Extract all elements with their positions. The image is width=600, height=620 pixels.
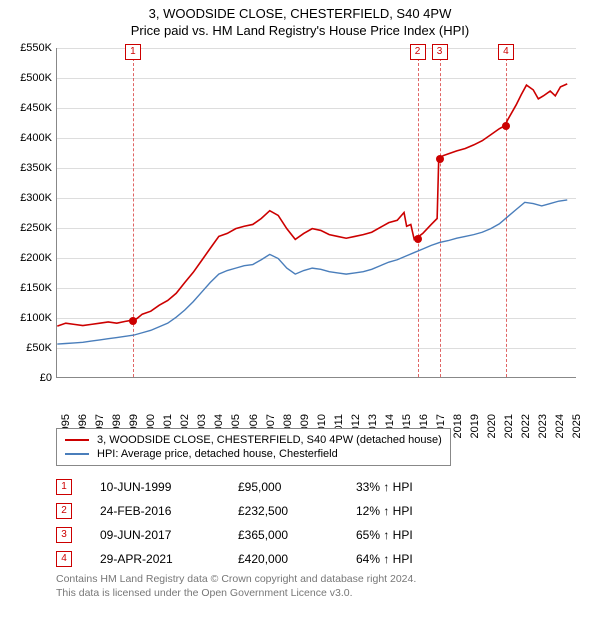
y-tick-label: £250K bbox=[4, 222, 52, 234]
marker-flag-1: 1 bbox=[125, 44, 141, 60]
tx-pct: 65% ↑ HPI bbox=[356, 528, 446, 542]
transaction-row: 4 29-APR-2021 £420,000 64% ↑ HPI bbox=[56, 547, 446, 571]
x-tick-label: 2021 bbox=[503, 414, 515, 438]
x-tick-label: 2024 bbox=[554, 414, 566, 438]
tx-date: 29-APR-2021 bbox=[100, 552, 210, 566]
marker-dot-4 bbox=[502, 122, 510, 130]
x-tick-label: 2023 bbox=[537, 414, 549, 438]
marker-flag-4: 4 bbox=[498, 44, 514, 60]
chart-plot-area: 1234 bbox=[56, 48, 576, 378]
y-tick-label: £0 bbox=[4, 372, 52, 384]
marker-flag-2: 2 bbox=[410, 44, 426, 60]
marker-flag-3: 3 bbox=[432, 44, 448, 60]
footer-line-1: Contains HM Land Registry data © Crown c… bbox=[56, 572, 416, 586]
tx-index: 3 bbox=[56, 527, 72, 543]
title-block: 3, WOODSIDE CLOSE, CHESTERFIELD, S40 4PW… bbox=[0, 0, 600, 38]
transactions-table: 1 10-JUN-1999 £95,000 33% ↑ HPI 2 24-FEB-2016… bbox=[56, 475, 446, 571]
x-tick-label: 2018 bbox=[452, 414, 464, 438]
x-tick-label: 2019 bbox=[469, 414, 481, 438]
tx-pct: 33% ↑ HPI bbox=[356, 480, 446, 494]
tx-price: £232,500 bbox=[238, 504, 328, 518]
legend-item-hpi: HPI: Average price, detached house, Ches… bbox=[65, 447, 442, 461]
legend-label: HPI: Average price, detached house, Ches… bbox=[97, 448, 338, 460]
tx-index: 2 bbox=[56, 503, 72, 519]
marker-dot-1 bbox=[129, 317, 137, 325]
y-tick-label: £50K bbox=[4, 342, 52, 354]
marker-dot-2 bbox=[414, 235, 422, 243]
legend-item-property: 3, WOODSIDE CLOSE, CHESTERFIELD, S40 4PW… bbox=[65, 433, 442, 447]
tx-date: 10-JUN-1999 bbox=[100, 480, 210, 494]
transaction-row: 2 24-FEB-2016 £232,500 12% ↑ HPI bbox=[56, 499, 446, 523]
tx-price: £365,000 bbox=[238, 528, 328, 542]
tx-price: £420,000 bbox=[238, 552, 328, 566]
tx-price: £95,000 bbox=[238, 480, 328, 494]
tx-index: 4 bbox=[56, 551, 72, 567]
marker-dot-3 bbox=[436, 155, 444, 163]
series-property bbox=[57, 84, 567, 326]
tx-pct: 64% ↑ HPI bbox=[356, 552, 446, 566]
transaction-row: 3 09-JUN-2017 £365,000 65% ↑ HPI bbox=[56, 523, 446, 547]
y-tick-label: £450K bbox=[4, 102, 52, 114]
y-tick-label: £550K bbox=[4, 42, 52, 54]
tx-date: 09-JUN-2017 bbox=[100, 528, 210, 542]
legend-label: 3, WOODSIDE CLOSE, CHESTERFIELD, S40 4PW… bbox=[97, 434, 442, 446]
tx-index: 1 bbox=[56, 479, 72, 495]
tx-date: 24-FEB-2016 bbox=[100, 504, 210, 518]
y-tick-label: £150K bbox=[4, 282, 52, 294]
tx-pct: 12% ↑ HPI bbox=[356, 504, 446, 518]
y-tick-label: £300K bbox=[4, 192, 52, 204]
x-tick-label: 2025 bbox=[571, 414, 583, 438]
y-tick-label: £100K bbox=[4, 312, 52, 324]
series-lines bbox=[57, 48, 576, 377]
title-line-2: Price paid vs. HM Land Registry's House … bbox=[0, 21, 600, 38]
x-tick-label: 2022 bbox=[520, 414, 532, 438]
y-tick-label: £500K bbox=[4, 72, 52, 84]
legend-swatch bbox=[65, 453, 89, 455]
transaction-row: 1 10-JUN-1999 £95,000 33% ↑ HPI bbox=[56, 475, 446, 499]
footer-line-2: This data is licensed under the Open Gov… bbox=[56, 586, 416, 600]
footer: Contains HM Land Registry data © Crown c… bbox=[56, 572, 416, 600]
y-tick-label: £200K bbox=[4, 252, 52, 264]
page-container: 3, WOODSIDE CLOSE, CHESTERFIELD, S40 4PW… bbox=[0, 0, 600, 620]
legend-swatch bbox=[65, 439, 89, 441]
x-tick-label: 2020 bbox=[486, 414, 498, 438]
y-tick-label: £400K bbox=[4, 132, 52, 144]
title-line-1: 3, WOODSIDE CLOSE, CHESTERFIELD, S40 4PW bbox=[0, 6, 600, 21]
y-tick-label: £350K bbox=[4, 162, 52, 174]
legend: 3, WOODSIDE CLOSE, CHESTERFIELD, S40 4PW… bbox=[56, 428, 451, 466]
